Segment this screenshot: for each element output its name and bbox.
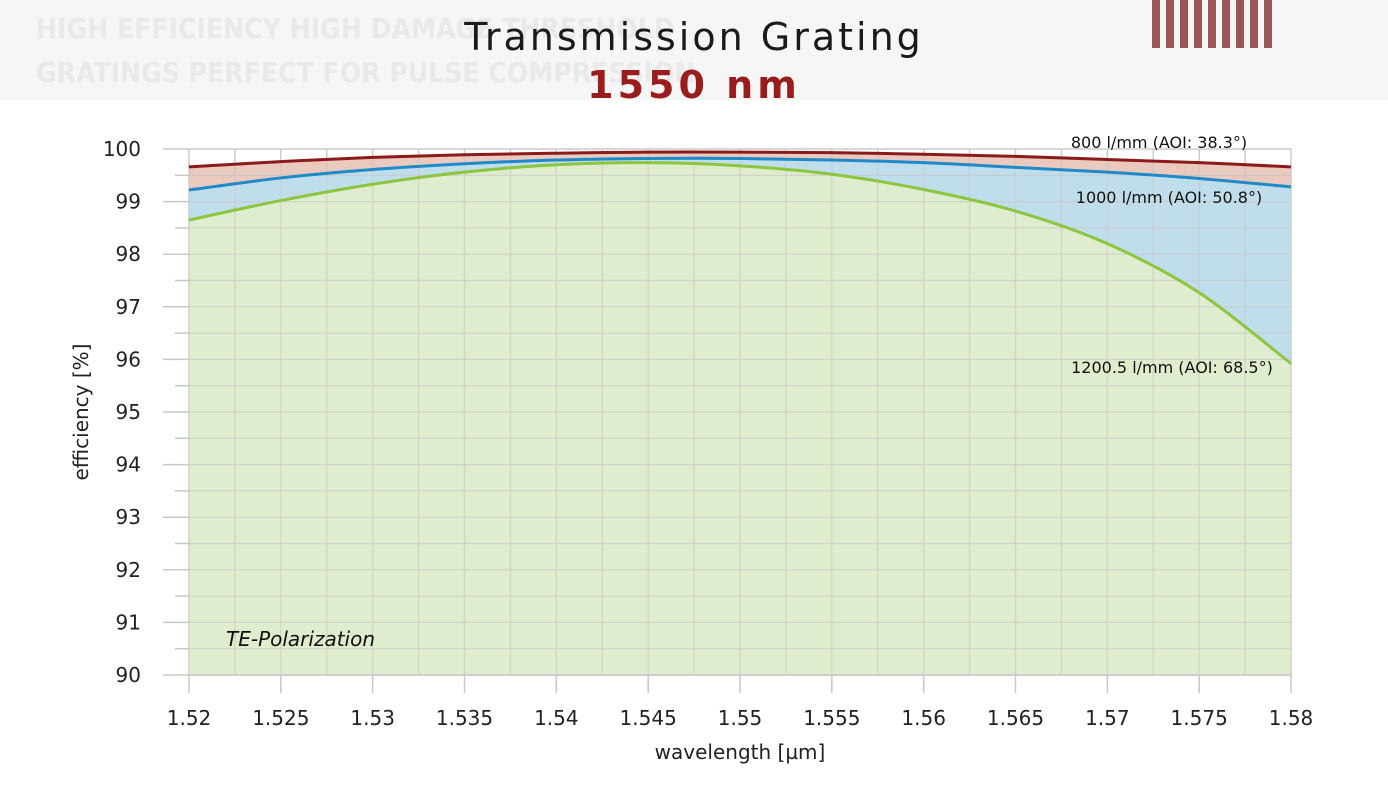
grating-photo-decoration [1152, 0, 1272, 48]
x-tick-label: 1.535 [436, 706, 493, 730]
x-tick-label: 1.54 [534, 706, 579, 730]
chart-subtitle: 1550 nm [587, 63, 801, 107]
y-tick-label: 93 [116, 505, 141, 529]
y-tick-label: 92 [116, 558, 141, 582]
y-tick-label: 95 [116, 400, 141, 424]
y-tick-label: 96 [116, 347, 141, 371]
axes [163, 148, 1292, 693]
x-tick-label: 1.565 [987, 706, 1044, 730]
chart-title: Transmission Grating [463, 15, 924, 59]
series-line-800 [188, 150, 1292, 169]
y-axis-label: efficiency [%] [69, 344, 93, 481]
x-tick-label: 1.58 [1269, 706, 1314, 730]
x-tick-label: 1.545 [620, 706, 677, 730]
y-tick-label: 90 [116, 663, 141, 687]
polarization-note: TE-Polarization [226, 627, 375, 651]
x-tick-labels: 1.52 1.525 1.53 1.535 1.54 1.545 1.55 1.555 1.56… [167, 706, 1314, 730]
y-tick-label: 97 [116, 295, 141, 319]
series-label-1000: 1000 l/mm (AOI: 50.8°) [1076, 188, 1262, 207]
y-tick-label: 99 [116, 190, 141, 214]
series-label-1200: 1200.5 l/mm (AOI: 68.5°) [1071, 358, 1273, 377]
y-tick-label: 91 [116, 610, 141, 634]
x-tick-label: 1.57 [1085, 706, 1130, 730]
background-banner: HIGH EFFICIENCY HIGH DAMAGE THRESHOLD GR… [0, 0, 1388, 100]
series-lines [188, 150, 1292, 365]
grid-overlay [188, 148, 1292, 676]
series-label-800: 800 l/mm (AOI: 38.3°) [1071, 133, 1247, 152]
y-tick-label: 98 [116, 242, 141, 266]
x-tick-label: 1.55 [718, 706, 763, 730]
x-tick-label: 1.525 [252, 706, 309, 730]
y-tick-labels: 90 91 92 93 94 95 96 97 98 99 100 [103, 137, 141, 687]
series-line-1200 [188, 161, 1292, 365]
x-axis-label: wavelength [µm] [655, 740, 826, 764]
background-text-line1: HIGH EFFICIENCY HIGH DAMAGE THRESHOLD [36, 12, 675, 45]
area-fills [188, 148, 1292, 676]
x-tick-label: 1.575 [1171, 706, 1228, 730]
series-line-1000 [188, 156, 1292, 192]
x-tick-label: 1.555 [803, 706, 860, 730]
background-text-line2: GRATINGS PERFECT FOR PULSE COMPRESSION [36, 56, 695, 89]
x-tick-label: 1.53 [350, 706, 395, 730]
y-tick-label: 100 [103, 137, 141, 161]
y-tick-label: 94 [116, 453, 141, 477]
x-tick-label: 1.56 [901, 706, 946, 730]
x-tick-label: 1.52 [167, 706, 212, 730]
